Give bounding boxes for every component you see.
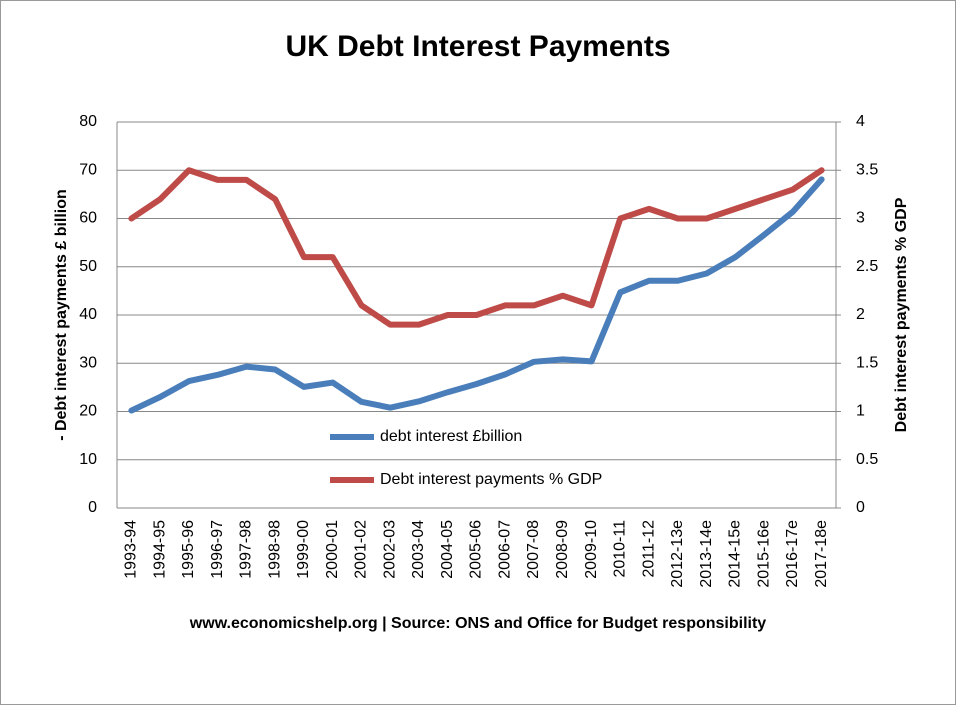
x-tick-label: 1994-95 — [151, 520, 168, 579]
y-tick-label: 10 — [79, 451, 97, 468]
footer: www.economicshelp.org | Source: ONS and … — [189, 615, 767, 632]
y2-tick-label: 0.5 — [856, 451, 878, 468]
y2-tick-label: 1.5 — [856, 354, 878, 371]
x-tick-label: 2010-11 — [612, 520, 629, 578]
y-tick-label: 0 — [88, 499, 97, 516]
x-tick-label: 2004-05 — [439, 520, 456, 579]
x-tick-label: 1999-00 — [295, 520, 312, 579]
y-tick-label: 30 — [79, 354, 97, 371]
y2-tick-label: 3 — [856, 210, 865, 227]
x-tick-label: 2007-08 — [525, 520, 542, 579]
y-tick-label: 20 — [79, 403, 97, 420]
y2-tick-label: 3.5 — [856, 161, 878, 178]
legend-label: Debt interest payments % GDP — [380, 471, 602, 488]
chart-title: UK Debt Interest Payments — [285, 30, 670, 63]
x-tick-label: 2001-02 — [353, 520, 370, 579]
x-tick-label: 1998-98 — [266, 520, 283, 579]
y-tick-label: 60 — [79, 210, 97, 227]
y-tick-label: 50 — [79, 258, 97, 275]
x-tick-label: 2012-13e — [669, 520, 686, 588]
x-tick-label: 2009-10 — [583, 520, 600, 579]
x-tick-label: 1997-98 — [238, 520, 255, 579]
x-tick-label: 2006-07 — [496, 520, 513, 579]
y-tick-label: 40 — [79, 306, 97, 323]
y2-tick-label: 1 — [856, 403, 865, 420]
y-axis-label: - Debt interest payments £ billion — [53, 189, 70, 441]
x-tick-label: 2016-17e — [784, 520, 801, 588]
x-tick-label: 2002-03 — [381, 520, 398, 579]
x-tick-label: 1993-94 — [123, 520, 140, 579]
y2-tick-label: 2 — [856, 306, 865, 323]
data-line — [128, 176, 825, 414]
x-tick-label: 2017-18e — [813, 520, 830, 588]
x-tick-label: 2014-15e — [727, 520, 744, 588]
data-line — [128, 167, 825, 328]
y2-tick-label: 2.5 — [856, 258, 878, 275]
y2-tick-label: 0 — [856, 499, 865, 516]
x-tick-label: 1995-96 — [180, 520, 197, 579]
y-tick-label: 70 — [79, 161, 97, 178]
x-tick-label: 2013-14e — [698, 520, 715, 588]
x-tick-label: 1996-97 — [209, 520, 226, 579]
y2-axis-label: Debt interest payments % GDP — [893, 197, 910, 432]
x-tick-label: 2003-04 — [410, 520, 427, 579]
y-tick-label: 80 — [79, 113, 97, 130]
x-tick-label: 2000-01 — [324, 520, 341, 579]
x-tick-label: 2005-06 — [468, 520, 485, 579]
x-tick-label: 2011-12 — [640, 520, 657, 578]
y2-tick-label: 4 — [856, 113, 865, 130]
legend-label: debt interest £billion — [380, 428, 522, 445]
x-tick-label: 2015-16e — [755, 520, 772, 588]
x-tick-label: 2008-09 — [554, 520, 571, 579]
